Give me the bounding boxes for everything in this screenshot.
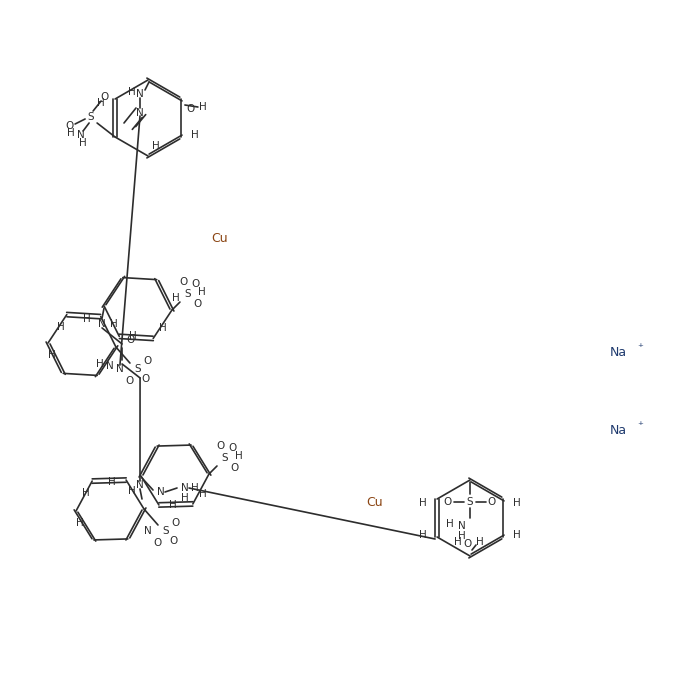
Text: Na: Na bbox=[610, 423, 626, 437]
Text: ⁺: ⁺ bbox=[637, 421, 643, 431]
Text: H: H bbox=[419, 530, 427, 540]
Text: H: H bbox=[191, 130, 199, 140]
Text: Na: Na bbox=[610, 346, 626, 359]
Text: O: O bbox=[187, 104, 195, 114]
Text: N: N bbox=[136, 480, 144, 490]
Text: H: H bbox=[446, 519, 454, 529]
Text: H: H bbox=[128, 486, 136, 496]
Text: N: N bbox=[144, 526, 152, 536]
Text: H: H bbox=[48, 350, 56, 360]
Text: H: H bbox=[128, 87, 136, 97]
Text: O: O bbox=[126, 335, 134, 345]
Text: O: O bbox=[100, 92, 108, 102]
Text: O: O bbox=[142, 374, 150, 384]
Text: H: H bbox=[172, 293, 180, 303]
Text: N: N bbox=[136, 108, 144, 118]
Text: O: O bbox=[192, 279, 200, 289]
Text: O: O bbox=[444, 497, 452, 507]
Text: O: O bbox=[144, 356, 152, 366]
Text: O: O bbox=[231, 463, 239, 473]
Text: H: H bbox=[96, 359, 104, 369]
Text: O: O bbox=[154, 538, 162, 548]
Text: S: S bbox=[221, 453, 228, 463]
Text: H: H bbox=[191, 483, 199, 493]
Text: O: O bbox=[488, 497, 496, 507]
Text: H: H bbox=[476, 537, 484, 547]
Text: H: H bbox=[83, 314, 91, 323]
Text: H: H bbox=[67, 128, 75, 138]
Text: H: H bbox=[108, 477, 116, 487]
Text: H: H bbox=[181, 493, 189, 503]
Text: H: H bbox=[458, 531, 466, 541]
Text: N: N bbox=[78, 130, 85, 140]
Text: S: S bbox=[88, 112, 94, 122]
Text: S: S bbox=[135, 364, 141, 374]
Text: H: H bbox=[79, 138, 87, 148]
Text: H: H bbox=[159, 323, 167, 333]
Text: H: H bbox=[110, 319, 118, 329]
Text: H: H bbox=[198, 287, 206, 297]
Text: S: S bbox=[185, 289, 191, 299]
Text: O: O bbox=[65, 121, 73, 131]
Text: H: H bbox=[129, 331, 137, 341]
Text: H: H bbox=[82, 488, 90, 498]
Text: ⁺: ⁺ bbox=[637, 343, 643, 353]
Text: O: O bbox=[170, 536, 178, 546]
Text: S: S bbox=[163, 526, 170, 536]
Text: Cu: Cu bbox=[367, 496, 383, 509]
Text: N: N bbox=[116, 364, 124, 374]
Text: H: H bbox=[199, 489, 207, 499]
Text: N: N bbox=[136, 89, 144, 99]
Text: N: N bbox=[98, 319, 106, 329]
Text: O: O bbox=[126, 376, 134, 386]
Text: H: H bbox=[97, 98, 105, 108]
Text: H: H bbox=[57, 321, 64, 332]
Text: O: O bbox=[464, 539, 472, 549]
Text: H: H bbox=[199, 102, 207, 112]
Text: N: N bbox=[458, 521, 466, 531]
Text: O: O bbox=[180, 277, 188, 287]
Text: O: O bbox=[217, 441, 225, 451]
Text: H: H bbox=[513, 498, 521, 508]
Text: O: O bbox=[229, 443, 237, 453]
Text: H: H bbox=[419, 498, 427, 508]
Text: H: H bbox=[76, 518, 84, 528]
Text: O: O bbox=[194, 299, 202, 309]
Text: H: H bbox=[152, 141, 160, 151]
Text: H: H bbox=[235, 451, 243, 461]
Text: O: O bbox=[172, 518, 180, 528]
Text: Cu: Cu bbox=[212, 232, 228, 244]
Text: N: N bbox=[157, 487, 165, 497]
Text: N: N bbox=[106, 361, 114, 371]
Text: H: H bbox=[169, 500, 176, 510]
Text: S: S bbox=[466, 497, 473, 507]
Text: N: N bbox=[181, 483, 189, 493]
Text: H: H bbox=[513, 530, 521, 540]
Text: H: H bbox=[454, 537, 462, 547]
